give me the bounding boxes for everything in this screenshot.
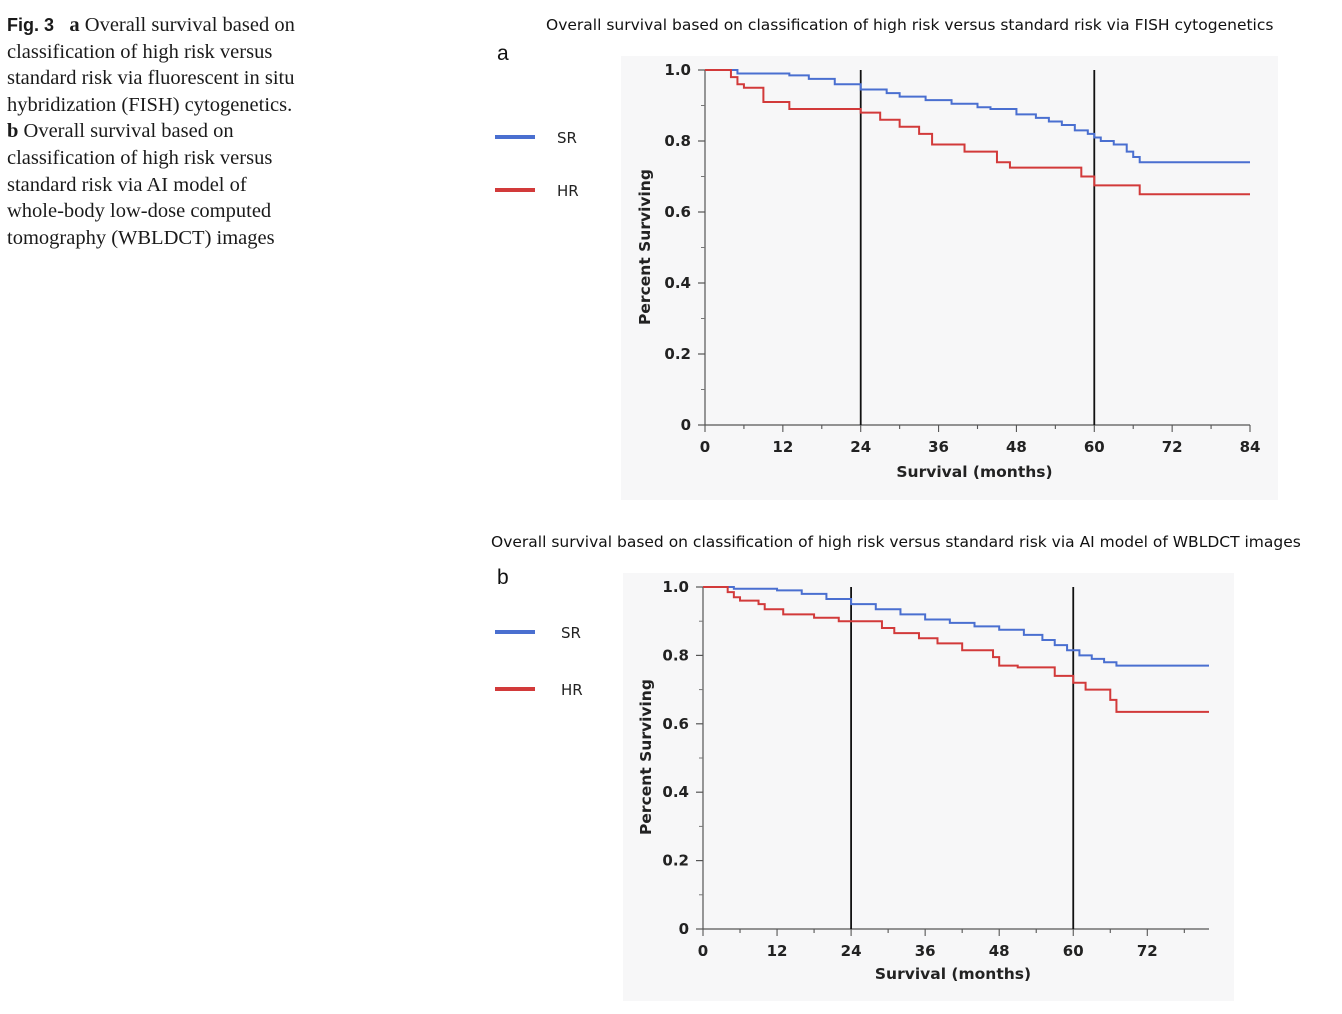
legend-a-sr-label: SR (557, 129, 577, 147)
legend-a-sr-swatch (495, 135, 535, 139)
chart-a-x-tick-label: 36 (928, 438, 949, 456)
chart-a-x-tick-label: 24 (850, 438, 871, 456)
caption-b-label: b (7, 120, 19, 143)
legend-b-hr-label: HR (561, 681, 583, 699)
chart-a-x-tick-label: 60 (1084, 438, 1105, 456)
chart-a-x-tick-label: 72 (1162, 438, 1183, 456)
chart-b-y-tick-label: 0 (679, 920, 689, 938)
chart-b-y-tick-label: 1.0 (662, 578, 689, 596)
chart-b-x-tick-label: 24 (841, 942, 862, 960)
chart-a-y-tick-label: 0.6 (664, 203, 691, 221)
caption-a-text: Overall survival based on classification… (7, 14, 295, 116)
legend-b-sr-swatch (495, 630, 535, 634)
chart-a-y-axis-label: Percent Surviving (636, 169, 654, 325)
panel-a-letter: a (497, 42, 509, 65)
legend-a-hr-label: HR (557, 182, 579, 200)
figure-caption: Fig. 3 a Overall survival based on class… (7, 12, 307, 251)
chart-a-y-tick-label: 1.0 (664, 61, 691, 79)
chart-b-y-tick-label: 0.8 (662, 646, 689, 664)
chart-a-x-tick-label: 84 (1240, 438, 1261, 456)
chart-a-x-axis-label: Survival (months) (896, 463, 1052, 481)
chart-b-y-tick-label: 0.2 (662, 852, 689, 870)
chart-a-x-tick-label: 48 (1006, 438, 1027, 456)
chart-b-y-tick-label: 0.6 (662, 715, 689, 733)
chart-b-x-axis-label: Survival (months) (875, 965, 1031, 983)
chart-a-x-tick-label: 0 (700, 438, 710, 456)
chart-a-x-tick-label: 12 (772, 438, 793, 456)
chart-b-x-tick-label: 72 (1137, 942, 1158, 960)
chart-a-series-sr-line (705, 69, 1250, 164)
chart-b-y-axis-label: Percent Surviving (637, 679, 655, 835)
chart-a-series-hr-line (705, 69, 1250, 196)
chart-a-y-tick-label: 0.2 (664, 345, 691, 363)
chart-a-y-tick-label: 0.4 (664, 274, 691, 292)
chart-b-series-sr-line (703, 586, 1209, 667)
figure-label: Fig. 3 (7, 15, 55, 35)
chart-b-title: Overall survival based on classification… (491, 533, 1301, 551)
caption-b-text: Overall survival based on classification… (7, 120, 275, 249)
chart-b-series-hr-line (703, 586, 1209, 713)
chart-b-x-tick-label: 12 (767, 942, 788, 960)
chart-a-y-tick-label: 0 (681, 416, 691, 434)
panel-b-letter: b (497, 566, 509, 589)
chart-a-background (621, 56, 1278, 500)
chart-b-x-tick-label: 0 (698, 942, 708, 960)
chart-b-x-tick-label: 60 (1063, 942, 1084, 960)
legend-b-hr-swatch (495, 687, 535, 691)
caption-a-label: a (69, 14, 80, 36)
legend-b-sr-label: SR (561, 624, 581, 642)
chart-a-title: Overall survival based on classification… (546, 16, 1274, 34)
chart-b-x-tick-label: 36 (915, 942, 936, 960)
chart-b-y-tick-label: 0.4 (662, 783, 689, 801)
legend-a-hr-swatch (495, 188, 535, 192)
chart-a-y-tick-label: 0.8 (664, 132, 691, 150)
chart-b-background (623, 573, 1234, 1001)
chart-b-x-tick-label: 48 (989, 942, 1010, 960)
